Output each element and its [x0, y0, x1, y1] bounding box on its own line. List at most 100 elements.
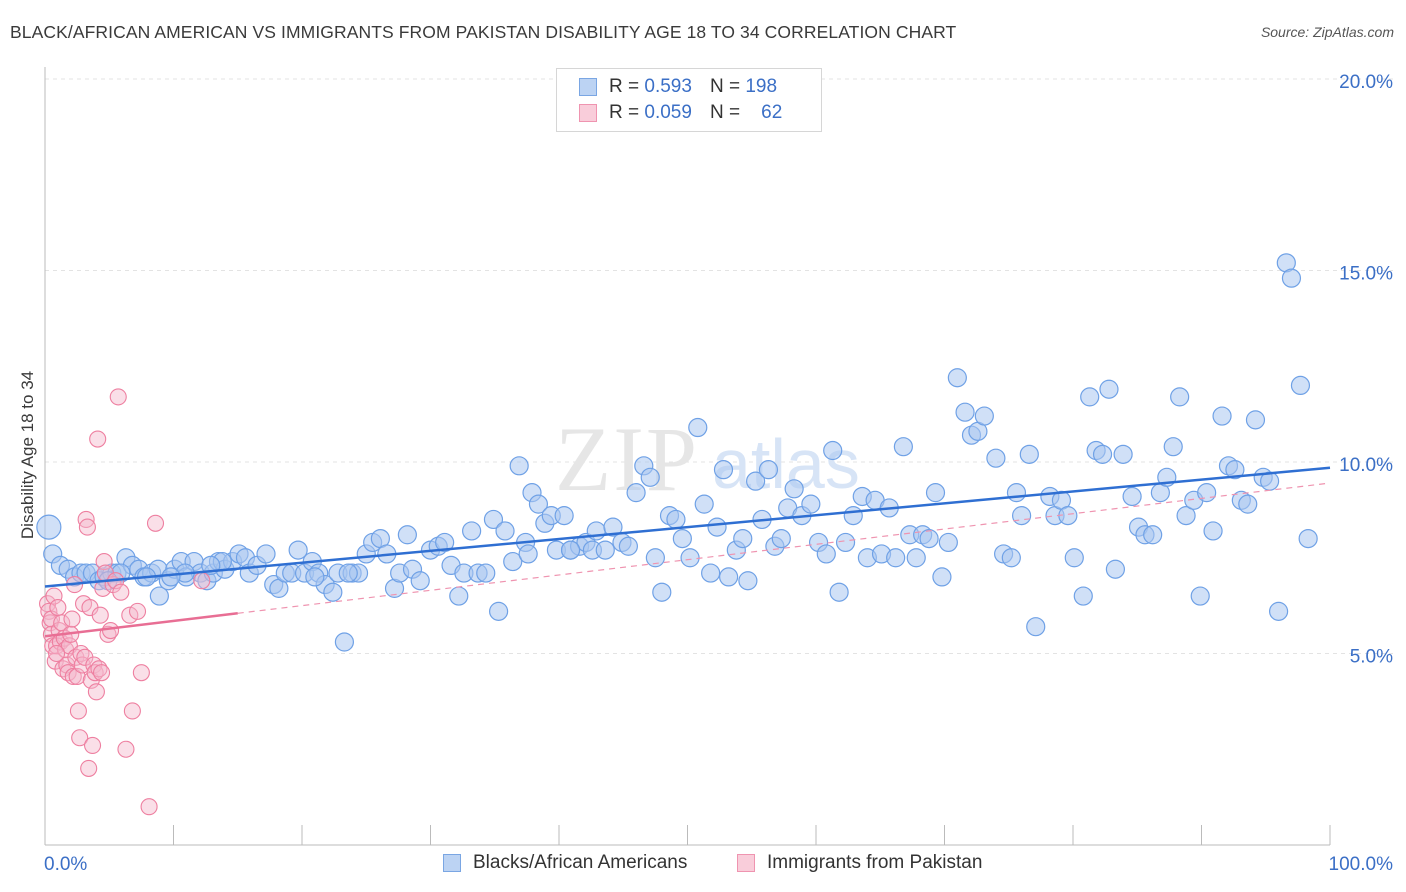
- data-point-blacks: [1092, 444, 1113, 464]
- y-tick-labels: 5.0% 10.0% 15.0% 20.0%: [1339, 72, 1393, 668]
- data-point-blacks: [36, 514, 62, 540]
- data-point-pakistan: [121, 606, 139, 624]
- correlation-legend: R = 0.593 N = 198 R = 0.059 N = 62: [556, 68, 822, 132]
- data-point-blacks: [886, 548, 906, 568]
- data-point-pakistan: [112, 583, 130, 601]
- data-point-blacks: [986, 448, 1006, 468]
- r-value-blacks: 0.593: [644, 76, 692, 97]
- data-point-blacks: [618, 536, 638, 556]
- data-point-blacks: [640, 467, 660, 487]
- legend-label-pakistan: Immigrants from Pakistan: [767, 852, 983, 873]
- data-point-blacks: [503, 551, 523, 572]
- data-point-blacks: [1011, 506, 1032, 526]
- data-point-blacks: [974, 406, 994, 426]
- data-point-blacks: [816, 544, 836, 564]
- data-point-pakistan: [92, 664, 111, 682]
- data-point-blacks: [338, 563, 358, 583]
- data-point-blacks: [925, 483, 946, 503]
- data-point-blacks: [560, 540, 581, 560]
- data-point-blacks: [652, 582, 672, 602]
- data-point-pakistan: [123, 702, 141, 720]
- x-tick-label-max: 100.0%: [1329, 854, 1394, 875]
- data-point-pakistan: [71, 729, 89, 747]
- data-point-pakistan: [146, 514, 165, 532]
- data-point-blacks: [932, 567, 952, 587]
- trend-lines: [44, 466, 1331, 638]
- data-point-pakistan: [49, 598, 67, 617]
- data-point-blacks: [645, 548, 665, 568]
- data-point-blacks: [1019, 444, 1039, 464]
- data-point-blacks: [1281, 268, 1302, 288]
- data-point-blacks: [554, 506, 574, 526]
- data-point-pakistan: [87, 683, 105, 701]
- data-point-blacks: [713, 460, 734, 480]
- data-point-pakistan: [109, 388, 127, 406]
- data-point-pakistan: [128, 602, 147, 620]
- y-tick-label: 5.0%: [1350, 647, 1393, 668]
- data-point-pakistan: [91, 606, 109, 624]
- data-point-blacks: [893, 437, 913, 457]
- data-point-blacks: [1026, 617, 1046, 637]
- legend-item-blacks: Blacks/African Americans: [443, 852, 687, 874]
- data-point-blacks: [1113, 444, 1133, 464]
- data-point-blacks: [680, 548, 700, 568]
- data-point-blacks: [626, 483, 646, 503]
- data-point-blacks: [1099, 379, 1119, 399]
- legend-item-pakistan: Immigrants from Pakistan: [737, 852, 982, 874]
- y-axis-label: Disability Age 18 to 34: [18, 371, 37, 539]
- legend-row-pakistan: R = 0.059 N = 62: [579, 102, 782, 124]
- trend-line-pakistan-extended: [237, 482, 1331, 614]
- data-point-blacks: [410, 571, 430, 591]
- data-point-blacks: [733, 528, 753, 549]
- data-point-blacks: [509, 456, 529, 476]
- data-point-blacks: [305, 567, 325, 587]
- data-point-blacks: [1238, 494, 1258, 514]
- data-point-blacks: [483, 509, 504, 530]
- data-point-blacks: [149, 586, 169, 606]
- data-point-blacks: [666, 509, 686, 530]
- legend-label-blacks: Blacks/African Americans: [473, 852, 688, 873]
- watermark-zip: ZIP: [555, 408, 699, 510]
- data-point-pakistan: [193, 572, 211, 590]
- data-point-blacks: [1176, 506, 1196, 526]
- axes: [44, 67, 1331, 846]
- x-tick-label-min: 0.0%: [44, 854, 87, 875]
- data-point-blacks: [829, 582, 849, 602]
- r-label: R =: [609, 102, 640, 123]
- data-point-blacks: [738, 571, 758, 591]
- n-label: N =: [709, 76, 741, 97]
- data-point-blacks: [323, 582, 343, 602]
- series-pakistan-points: [39, 388, 211, 816]
- legend-swatch-pakistan: [579, 104, 597, 122]
- data-point-pakistan: [64, 667, 82, 686]
- data-point-blacks: [1203, 521, 1223, 541]
- data-point-pakistan: [140, 798, 158, 816]
- n-value-blacks: 198: [745, 76, 778, 97]
- data-point-blacks: [906, 548, 926, 568]
- data-point-blacks: [1105, 559, 1126, 579]
- data-point-pakistan: [83, 736, 102, 754]
- data-point-pakistan: [48, 644, 66, 663]
- data-point-blacks: [1080, 387, 1100, 407]
- legend-swatch-pakistan: [737, 854, 755, 872]
- trend-line-pakistan: [44, 612, 238, 638]
- data-point-blacks: [955, 402, 975, 422]
- data-point-blacks: [1170, 387, 1190, 407]
- data-point-blacks: [1001, 548, 1021, 568]
- data-point-blacks: [518, 544, 538, 564]
- data-point-blacks: [449, 586, 469, 606]
- data-point-blacks: [835, 532, 856, 553]
- trend-line-blacks: [44, 466, 1331, 588]
- data-point-blacks: [938, 532, 958, 553]
- data-point-blacks: [1122, 486, 1142, 507]
- data-point-blacks: [1245, 410, 1266, 430]
- n-label: N =: [709, 102, 741, 123]
- data-point-pakistan: [101, 621, 120, 640]
- chart-title: BLACK/AFRICAN AMERICAN VS IMMIGRANTS FRO…: [10, 22, 957, 42]
- r-value-pakistan: 0.059: [644, 102, 692, 123]
- data-point-blacks: [707, 517, 727, 537]
- data-point-pakistan: [63, 610, 81, 628]
- data-point-blacks: [397, 525, 417, 545]
- data-point-blacks: [1268, 601, 1289, 621]
- data-point-blacks: [462, 521, 482, 541]
